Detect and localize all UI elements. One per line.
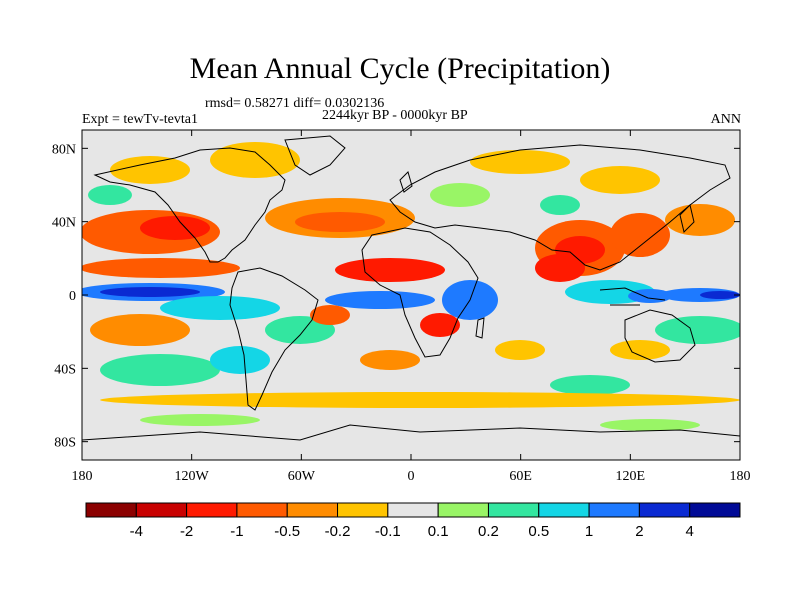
chart-title: Mean Annual Cycle (Precipitation)	[189, 52, 611, 85]
south-america-outline	[229, 267, 319, 411]
lat-tick-label: 80N	[52, 142, 76, 157]
colorbar-box	[387, 502, 439, 518]
eurasia-outline	[389, 144, 731, 271]
greenland-outline	[284, 135, 346, 176]
indonesia-outline	[599, 287, 666, 306]
colorbar: -4 -2 -1 -0.5 -0.2 -0.1 0.1 0.2 0.5 1 2 4	[85, 502, 741, 540]
colorbar-box	[135, 502, 188, 518]
colorbar-box	[286, 502, 339, 518]
lon-tick-label: 60E	[509, 469, 532, 484]
map-area	[82, 130, 740, 460]
colorbar-box	[337, 502, 389, 518]
colorbar-box	[689, 502, 741, 518]
colorbar-label: 2	[635, 523, 643, 540]
colorbar-label: -0.1	[375, 523, 401, 540]
australia-outline	[624, 309, 696, 363]
lat-tick-label: 40S	[54, 362, 76, 377]
colorbar-label: 1	[585, 523, 593, 540]
colorbar-label: 0.5	[528, 523, 549, 540]
latitude-axis: 80N 40N 0 40S 80S	[52, 142, 740, 451]
lat-tick-label: 0	[69, 289, 76, 304]
colorbar-box	[487, 502, 540, 518]
lon-tick-label: 120E	[616, 469, 646, 484]
lon-tick-label: 180	[730, 469, 751, 484]
africa-outline	[361, 227, 479, 358]
season-label: ANN	[710, 112, 741, 127]
lon-tick-label: 0	[408, 469, 415, 484]
japan-outline	[679, 204, 695, 233]
experiment-line: Expt = tewTv-tevta1	[82, 112, 198, 127]
colorbar-box	[638, 502, 691, 518]
colorbar-box	[437, 502, 489, 518]
coastlines	[82, 135, 740, 441]
uk-outline	[399, 171, 413, 193]
antarctica-outline	[82, 424, 740, 441]
colorbar-label: 0.1	[428, 523, 449, 540]
colorbar-label: -0.5	[274, 523, 300, 540]
colorbar-box	[236, 502, 288, 518]
lon-tick-label: 120W	[175, 469, 210, 484]
north-america-outline	[93, 147, 286, 263]
period-line: 2244kyr BP - 0000kyr BP	[322, 108, 468, 123]
madagascar-outline	[475, 317, 485, 339]
colorbar-label: 0.2	[478, 523, 499, 540]
colorbar-label: -2	[180, 523, 193, 540]
anomaly-field	[82, 142, 740, 431]
lat-tick-label: 80S	[54, 436, 76, 451]
colorbar-label: -0.2	[325, 523, 351, 540]
colorbar-label: -1	[230, 523, 243, 540]
colorbar-label: -4	[130, 523, 143, 540]
colorbar-box	[85, 502, 137, 518]
stats-line: rmsd= 0.58271 diff= 0.0302136	[205, 96, 385, 111]
longitude-axis: 180 120W 60W 0 60E 120E 180	[72, 130, 751, 484]
colorbar-box	[538, 502, 590, 518]
lat-tick-label: 40N	[52, 216, 76, 231]
colorbar-label: 4	[686, 523, 694, 540]
colorbar-box	[588, 502, 640, 518]
colorbar-box	[186, 502, 238, 518]
lon-tick-label: 60W	[288, 469, 316, 484]
lon-tick-label: 180	[72, 469, 93, 484]
